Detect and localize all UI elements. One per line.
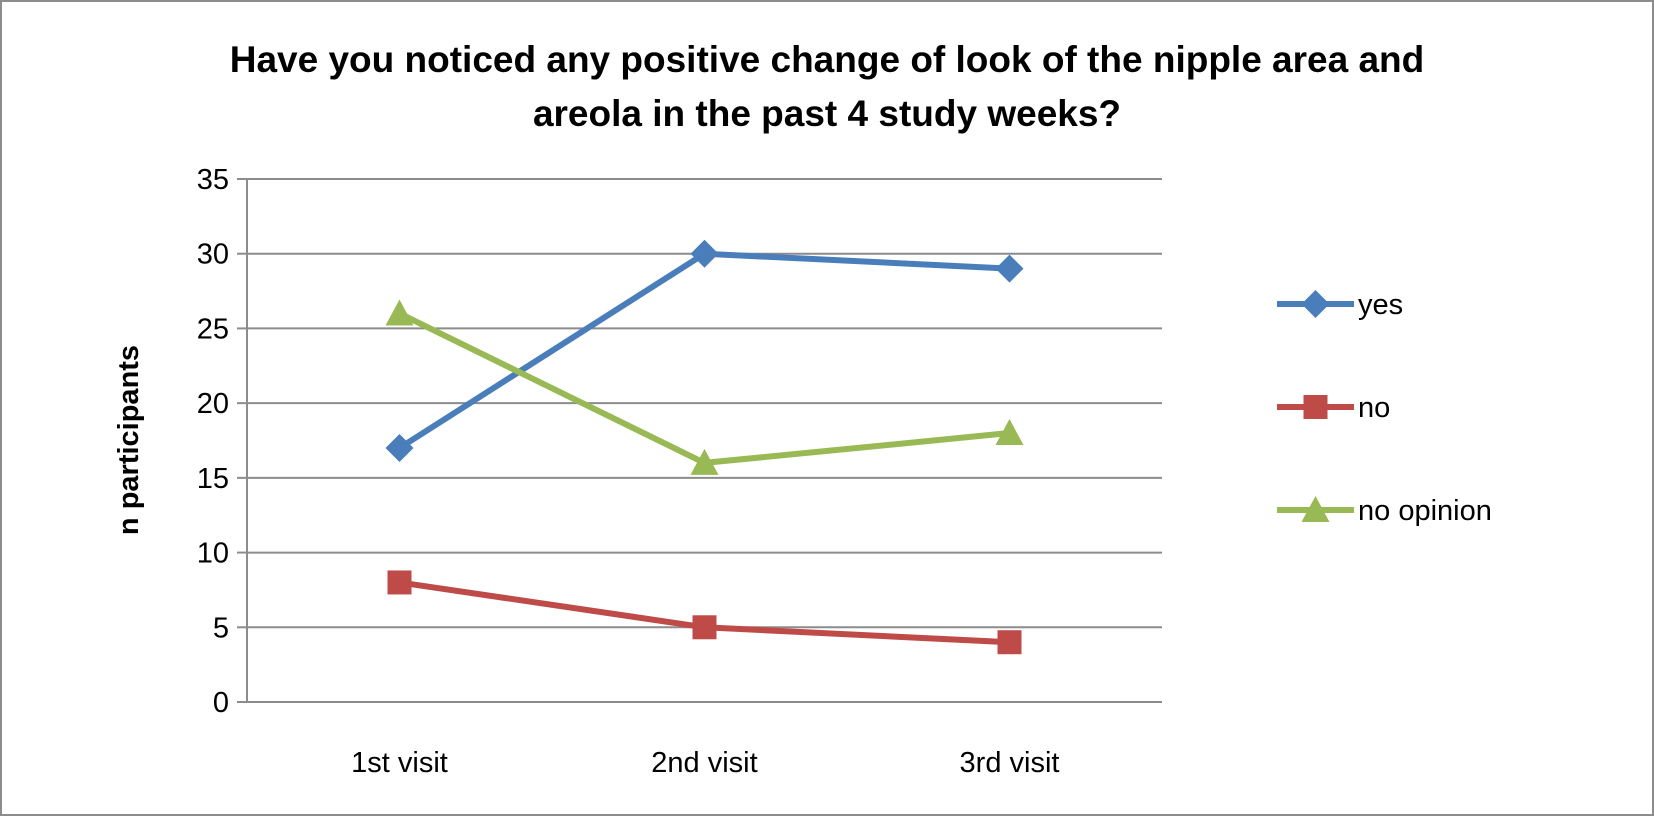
y-tick-label: 30	[197, 239, 229, 271]
data-point-no-opinion	[995, 419, 1024, 446]
chart-title-line-1: Have you noticed any positive change of …	[230, 39, 1425, 80]
legend-marker-no-opinion	[1301, 496, 1330, 522]
data-point-yes	[690, 239, 719, 268]
y-tick-label: 35	[197, 164, 229, 196]
data-point-no-opinion	[690, 448, 719, 475]
legend-label-no: no	[1358, 392, 1390, 424]
y-tick-label: 5	[213, 612, 229, 644]
legend-label-no-opinion: no opinion	[1358, 495, 1492, 527]
data-point-no	[387, 570, 412, 595]
y-tick-label: 20	[197, 388, 229, 420]
axes: 0 5 10 15 20 25 30 35 1st visit 2nd visit 3rd visi…	[197, 164, 1162, 779]
x-tick-label: 1st visit	[351, 747, 448, 779]
series-line-yes	[397, 250, 1010, 451]
data-point-yes	[385, 433, 414, 462]
legend-marker-no	[1303, 395, 1328, 419]
chart-title-line-2: areola in the past 4 study weeks?	[533, 93, 1121, 134]
y-tick-label: 10	[197, 538, 229, 570]
series-plot	[385, 239, 1024, 655]
y-axis-label: n participants	[113, 345, 145, 535]
data-point-no	[692, 615, 717, 640]
y-tick-label: 25	[197, 313, 229, 345]
x-tick-label: 3rd visit	[960, 747, 1060, 779]
legend-marker-yes	[1301, 290, 1330, 318]
data-point-no-opinion	[385, 299, 414, 326]
data-point-yes	[995, 254, 1024, 283]
legend-label-yes: yes	[1358, 289, 1403, 321]
y-tick-label: 0	[213, 687, 229, 719]
y-tick-label: 15	[197, 463, 229, 495]
x-tick-label: 2nd visit	[651, 747, 757, 779]
data-point-no	[997, 630, 1022, 655]
legend: yes no no opinion	[1277, 289, 1492, 527]
